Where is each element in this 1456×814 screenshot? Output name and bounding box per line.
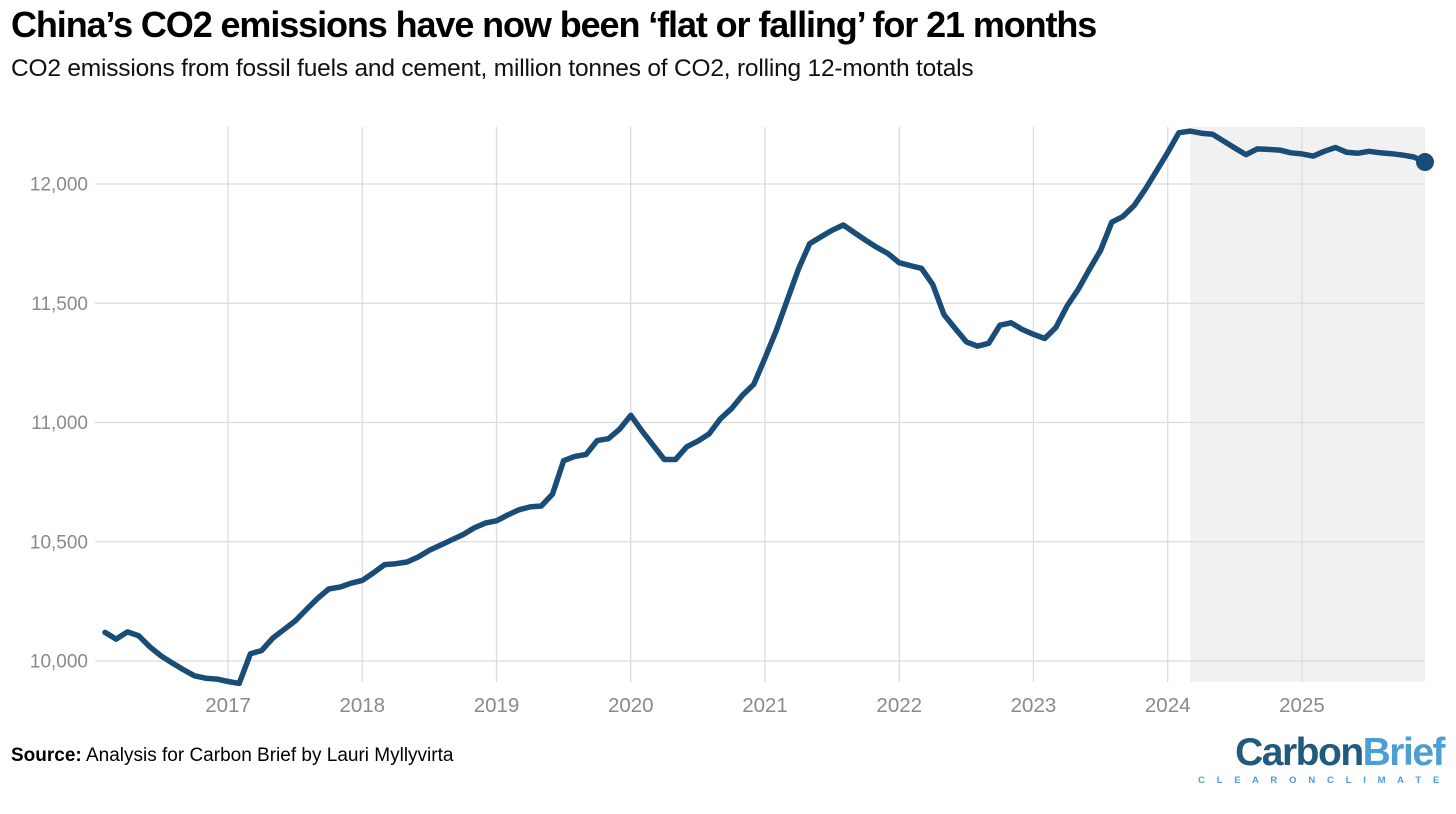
y-tick-label: 10,500 bbox=[30, 532, 88, 553]
x-tick-label: 2024 bbox=[1145, 694, 1191, 717]
x-tick-label: 2022 bbox=[876, 694, 922, 717]
highlight-region bbox=[1190, 127, 1425, 682]
y-tick-label: 11,500 bbox=[31, 294, 88, 315]
y-tick-label: 12,000 bbox=[30, 175, 88, 196]
x-tick-label: 2019 bbox=[474, 694, 520, 717]
x-tick-label: 2021 bbox=[742, 694, 788, 717]
x-tick-label: 2025 bbox=[1279, 694, 1325, 717]
source-label: Source: bbox=[11, 745, 82, 766]
chart-title: China’s CO2 emissions have now been ‘fla… bbox=[11, 4, 1097, 45]
logo-word-brief: Brief bbox=[1362, 731, 1446, 774]
source-text: Analysis for Carbon Brief by Lauri Mylly… bbox=[81, 745, 454, 766]
y-tick-label: 11,000 bbox=[31, 413, 88, 434]
emissions-line bbox=[102, 128, 1428, 687]
chart-subtitle: CO2 emissions from fossil fuels and ceme… bbox=[11, 55, 974, 82]
y-tick-label: 10,000 bbox=[30, 652, 88, 673]
latest-point-dot bbox=[1416, 153, 1434, 172]
carbonbrief-wordmark: CarbonBrief bbox=[1198, 731, 1446, 774]
x-tick-label: 2020 bbox=[608, 694, 654, 717]
x-tick-label: 2018 bbox=[339, 694, 385, 717]
logo-word-carbon: Carbon bbox=[1235, 731, 1364, 774]
x-tick-label: 2023 bbox=[1011, 694, 1057, 717]
carbonbrief-logo: CarbonBrief C L E A R O N C L I M A T E bbox=[1198, 731, 1446, 786]
x-tick-label: 2017 bbox=[205, 694, 251, 717]
source-line: Source: Analysis for Carbon Brief by Lau… bbox=[11, 745, 453, 767]
logo-tagline: C L E A R O N C L I M A T E bbox=[1198, 775, 1444, 786]
